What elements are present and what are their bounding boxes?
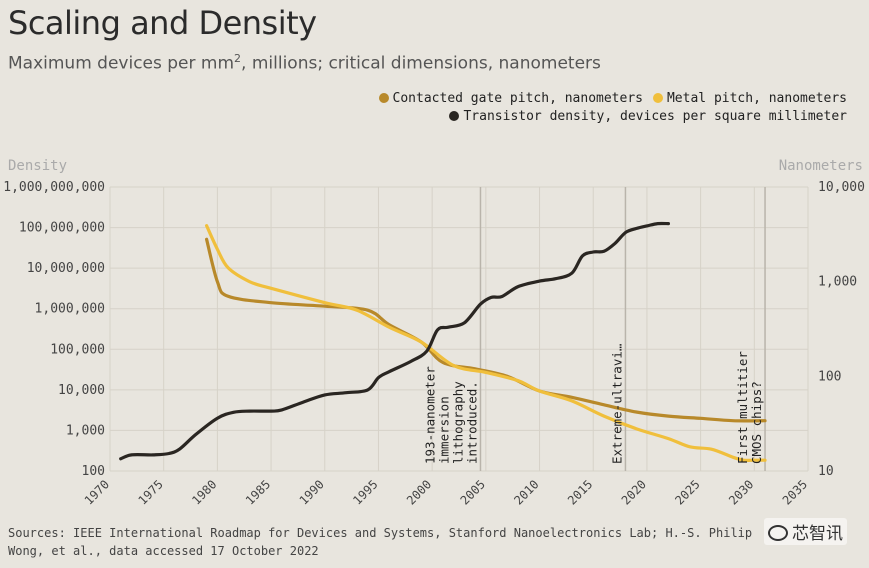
x-tick-label: 1980 xyxy=(189,477,219,507)
left-tick-label: 1,000,000,000 xyxy=(3,180,105,195)
x-tick-label: 2035 xyxy=(780,477,810,507)
right-axis-title: Nanometers xyxy=(779,158,863,174)
left-axis-title: Density xyxy=(8,158,67,174)
legend-label-gate: Contacted gate pitch, nanometers xyxy=(392,91,643,106)
legend-swatch-gate xyxy=(378,93,389,103)
subtitle-superscript: 2 xyxy=(234,52,242,65)
x-tick-label: 2000 xyxy=(404,477,434,507)
subtitle-rest: , millions; critical dimensions, nanomet… xyxy=(241,53,601,74)
left-tick-label: 10,000,000 xyxy=(27,261,105,276)
subtitle-main: Maximum devices per mm xyxy=(8,53,235,74)
x-tick-label: 1995 xyxy=(350,477,380,507)
x-tick-label: 2005 xyxy=(458,477,488,507)
watermark: 芯智讯 xyxy=(764,518,847,545)
watermark-text: 芯智讯 xyxy=(792,524,843,544)
left-tick-label: 100,000 xyxy=(50,342,105,357)
left-tick-label: 10,000 xyxy=(58,383,105,398)
left-tick-label: 100,000,000 xyxy=(19,221,105,236)
legend-label-density: Transistor density, devices per square m… xyxy=(463,109,847,124)
annotation-label: CMOS chips? xyxy=(749,381,764,464)
source-note: Sources: IEEE International Roadmap for … xyxy=(8,526,753,558)
legend-row-1: Contacted gate pitch, nanometers Metal pi… xyxy=(378,90,847,108)
x-tick-label: 2020 xyxy=(619,477,649,507)
legend-row-2: Transistor density, devices per square m… xyxy=(379,108,847,126)
right-tick-label: 1,000 xyxy=(818,275,857,290)
legend-swatch-density xyxy=(449,111,460,121)
annotation-label: lithography xyxy=(450,381,465,464)
right-tick-label: 100 xyxy=(818,369,841,384)
x-tick-label: 1990 xyxy=(297,477,327,507)
annotation-label: immersion xyxy=(436,396,451,464)
legend-label-metal: Metal pitch, nanometers xyxy=(666,91,847,106)
x-tick-label: 2030 xyxy=(726,477,756,507)
x-tick-label: 1970 xyxy=(82,477,112,507)
annotation-label: introduced. xyxy=(464,381,479,464)
left-tick-label: 1,000 xyxy=(66,423,105,438)
x-tick-label: 2025 xyxy=(672,477,702,507)
legend-swatch-metal xyxy=(652,93,663,103)
annotation-label: 193-nanometer xyxy=(422,366,437,464)
annotation-label: Extreme-ultravi… xyxy=(609,343,624,464)
wechat-logo-icon xyxy=(768,525,788,541)
chart-legend: Contacted gate pitch, nanometers Metal pi… xyxy=(378,90,847,126)
series-line-density xyxy=(119,221,670,461)
annotation-label: First multitier xyxy=(735,351,750,464)
chart-subtitle: Maximum devices per mm2, millions; criti… xyxy=(8,52,601,74)
x-tick-label: 2015 xyxy=(565,477,595,507)
x-tick-label: 1975 xyxy=(135,477,165,507)
left-tick-label: 1,000,000 xyxy=(35,302,105,317)
right-tick-label: 10 xyxy=(818,464,834,479)
series-line-gate xyxy=(205,237,767,423)
x-tick-label: 2010 xyxy=(511,477,541,507)
chart-title: Scaling and Density xyxy=(8,4,317,42)
right-tick-label: 10,000 xyxy=(818,180,865,195)
x-tick-label: 1985 xyxy=(243,477,273,507)
series-line-metal xyxy=(205,224,767,463)
left-tick-label: 100 xyxy=(82,464,105,479)
